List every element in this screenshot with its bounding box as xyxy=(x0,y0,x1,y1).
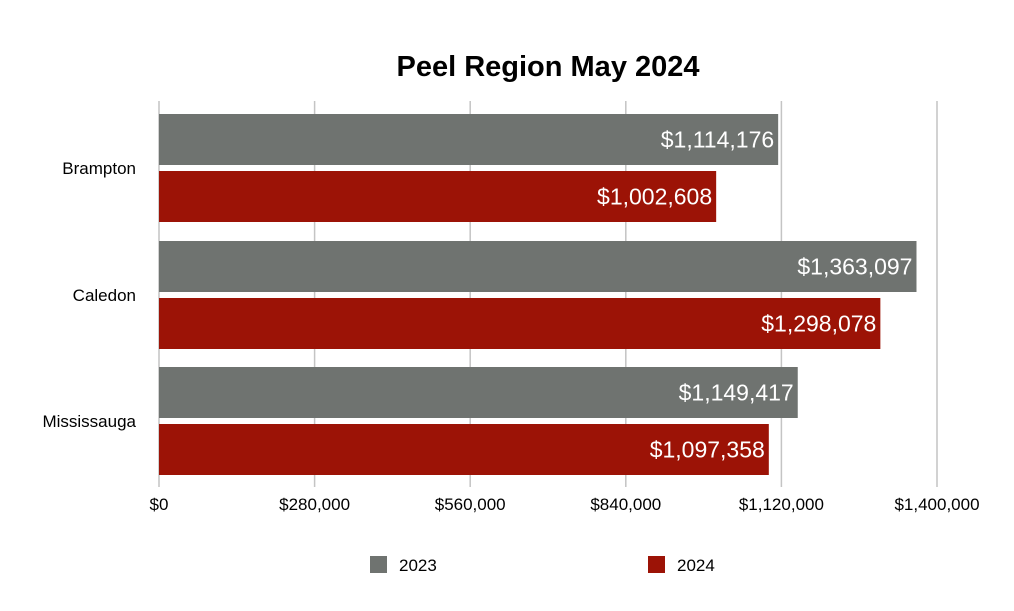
legend-swatch xyxy=(648,556,665,573)
data-label: $1,002,608 xyxy=(597,184,712,210)
x-tick-label: $1,120,000 xyxy=(739,495,824,514)
bar-mississauga-2023 xyxy=(159,367,798,418)
legend-label: 2023 xyxy=(399,556,437,575)
value-axis: $0 $280,000 $560,000 $840,000 $1,120,000 $1,4… xyxy=(150,495,980,514)
x-tick-label: $840,000 xyxy=(590,495,661,514)
category-label: Brampton xyxy=(62,159,136,178)
bar-brampton-2024 xyxy=(159,171,717,222)
data-label: $1,149,417 xyxy=(679,380,794,406)
data-label: $1,114,176 xyxy=(661,127,774,153)
category-axis: Brampton Caledon Mississauga xyxy=(42,159,136,431)
category-label: Caledon xyxy=(73,286,136,305)
category-label: Mississauga xyxy=(42,412,136,431)
x-tick-label: $1,400,000 xyxy=(894,495,979,514)
x-tick-label: $280,000 xyxy=(279,495,350,514)
bar-caledon-2024 xyxy=(159,298,881,349)
bar-brampton-2023 xyxy=(159,114,779,165)
legend: 2023 2024 xyxy=(370,556,715,575)
x-tick-label: $0 xyxy=(150,495,169,514)
data-label: $1,363,097 xyxy=(797,254,912,280)
legend-label: 2024 xyxy=(677,556,715,575)
bars xyxy=(159,114,917,475)
chart-title: Peel Region May 2024 xyxy=(396,51,699,83)
bar-caledon-2023 xyxy=(159,241,917,292)
x-tick-label: $560,000 xyxy=(435,495,506,514)
data-labels: $1,114,176 $1,002,608 $1,363,097 $1,298,078… xyxy=(597,127,912,463)
bar-mississauga-2024 xyxy=(159,424,769,475)
gridlines xyxy=(158,101,938,487)
data-label: $1,298,078 xyxy=(761,311,876,337)
data-label: $1,097,358 xyxy=(650,437,765,463)
legend-swatch xyxy=(370,556,387,573)
